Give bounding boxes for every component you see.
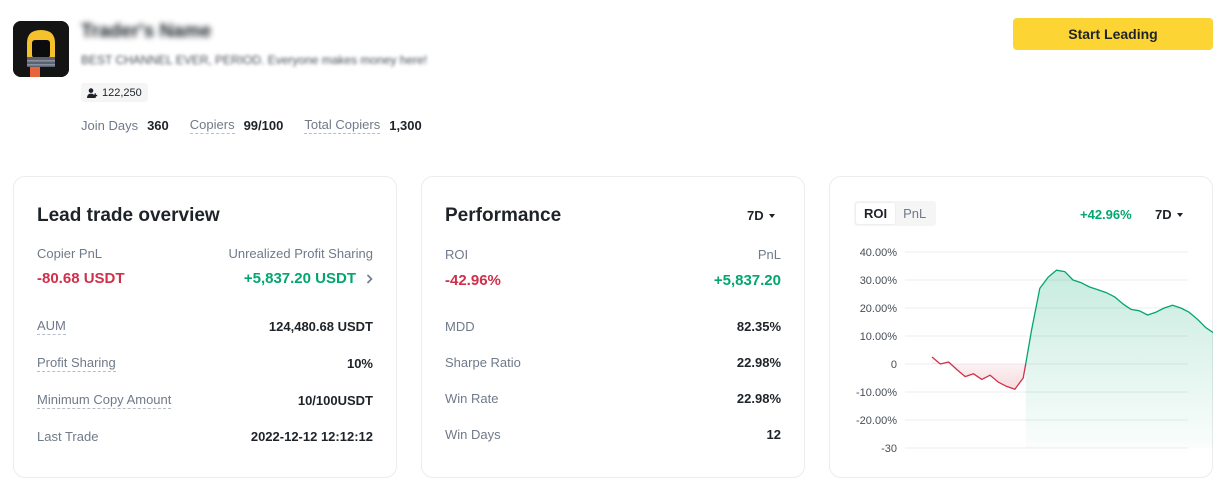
sharpe-ratio-label: Sharpe Ratio bbox=[445, 355, 521, 370]
total-copiers-value: 1,300 bbox=[389, 118, 422, 133]
chart-headline-roi: +42.96% bbox=[1080, 207, 1132, 222]
users-icon bbox=[87, 87, 98, 98]
lead-trade-overview-card: Lead trade overview Copier PnL Unrealize… bbox=[13, 176, 397, 478]
y-tick-label: -10.00% bbox=[856, 387, 897, 399]
mdd-label: MDD bbox=[445, 319, 475, 334]
unrealized-profit-sharing-label: Unrealized Profit Sharing bbox=[228, 246, 373, 261]
tab-roi[interactable]: ROI bbox=[856, 203, 896, 224]
total-copiers-label[interactable]: Total Copiers bbox=[304, 117, 381, 134]
roi-line-chart: 40.00% 30.00% 20.00% 10.00% 0 -10.00% -20.00% -… bbox=[856, 247, 1213, 455]
win-days-row: Win Days 12 bbox=[445, 427, 781, 442]
start-leading-button[interactable]: Start Leading bbox=[1013, 18, 1213, 50]
roi-label: ROI bbox=[445, 247, 469, 262]
mdd-row: MDD 82.35% bbox=[445, 319, 781, 334]
win-days-value: 12 bbox=[766, 427, 781, 442]
chart-period-value: 7D bbox=[1155, 207, 1172, 222]
copiers-label[interactable]: Copiers bbox=[189, 117, 235, 134]
pnl-values-row: -80.68 USDT +5,837.20 USDT bbox=[37, 270, 373, 287]
mdd-value: 82.35% bbox=[736, 319, 781, 334]
follower-count: 122,250 bbox=[102, 86, 142, 99]
join-days-label: Join Days bbox=[81, 118, 139, 133]
roi-pnl-values-row: -42.96% +5,837.20 bbox=[445, 272, 781, 289]
join-days-value: 360 bbox=[147, 118, 169, 133]
roi-line-positive bbox=[1025, 269, 1213, 365]
roi-line-negative bbox=[931, 356, 1027, 390]
win-days-label: Win Days bbox=[445, 427, 501, 442]
win-rate-value: 22.98% bbox=[736, 391, 781, 406]
roi-pnl-labels-row: ROI PnL bbox=[445, 247, 781, 262]
y-tick-label: 30.00% bbox=[860, 275, 898, 287]
minimum-copy-amount-value: 10/100USDT bbox=[297, 393, 373, 408]
copiers-value: 99/100 bbox=[243, 118, 284, 133]
aum-value: 124,480.68 USDT bbox=[268, 319, 373, 334]
roi-value: -42.96% bbox=[445, 272, 501, 289]
last-trade-label: Last Trade bbox=[37, 429, 99, 444]
copier-pnl-label: Copier PnL bbox=[37, 246, 103, 261]
unrealized-profit-sharing-value: +5,837.20 USDT bbox=[243, 270, 356, 287]
overview-title: Lead trade overview bbox=[37, 205, 220, 226]
roi-chart-card: ROI PnL +42.96% 7D 40.00% 30.00% 20.00% 10.… bbox=[829, 176, 1213, 478]
performance-card: Performance 7D ROI PnL -42.96% +5,837.20… bbox=[421, 176, 805, 478]
sharpe-ratio-row: Sharpe Ratio 22.98% bbox=[445, 355, 781, 370]
minimum-copy-amount-row: Minimum Copy Amount 10/100USDT bbox=[37, 392, 373, 409]
trader-bio: BEST CHANNEL EVER, PERIOD. Everyone make… bbox=[81, 53, 428, 67]
trader-name: Trader's Name bbox=[81, 21, 212, 42]
last-trade-row: Last Trade 2022-12-12 12:12:12 bbox=[37, 429, 373, 444]
pnl-value: +5,837.20 bbox=[713, 272, 781, 289]
unrealized-profit-link[interactable]: +5,837.20 USDT bbox=[244, 270, 373, 287]
last-trade-value: 2022-12-12 12:12:12 bbox=[250, 429, 373, 444]
y-tick-label: -20.00% bbox=[856, 415, 897, 427]
minimum-copy-amount-label[interactable]: Minimum Copy Amount bbox=[37, 392, 172, 409]
roi-pnl-toggle: ROI PnL bbox=[854, 201, 937, 226]
chart-period-dropdown[interactable]: 7D bbox=[1155, 207, 1183, 222]
trader-avatar bbox=[13, 21, 69, 77]
profit-sharing-row: Profit Sharing 10% bbox=[37, 355, 373, 372]
y-tick-label: 40.00% bbox=[860, 247, 898, 259]
trader-stats: Join Days 360 Copiers 99/100 Total Copie… bbox=[81, 117, 443, 134]
performance-title: Performance bbox=[445, 205, 562, 226]
positive-roi-area bbox=[1025, 270, 1213, 448]
caret-down-icon bbox=[1176, 212, 1183, 217]
y-tick-label: -30 bbox=[881, 443, 897, 455]
astronaut-avatar-icon bbox=[13, 21, 69, 77]
negative-roi-area bbox=[932, 357, 1026, 390]
pnl-label: PnL bbox=[757, 247, 781, 262]
sharpe-ratio-value: 22.98% bbox=[736, 355, 781, 370]
follower-count-badge: 122,250 bbox=[81, 83, 148, 102]
performance-period-dropdown[interactable]: 7D bbox=[747, 208, 775, 223]
profit-sharing-value: 10% bbox=[346, 356, 373, 371]
chevron-right-icon bbox=[366, 273, 373, 284]
tab-pnl[interactable]: PnL bbox=[903, 206, 927, 221]
y-tick-label: 20.00% bbox=[860, 303, 898, 315]
aum-row: AUM 124,480.68 USDT bbox=[37, 318, 373, 335]
win-rate-label: Win Rate bbox=[445, 391, 499, 406]
aum-label[interactable]: AUM bbox=[37, 318, 66, 335]
caret-down-icon bbox=[768, 213, 775, 218]
win-rate-row: Win Rate 22.98% bbox=[445, 391, 781, 406]
y-tick-label: 0 bbox=[891, 359, 897, 371]
performance-period-value: 7D bbox=[747, 208, 764, 223]
copier-pnl-value: -80.68 USDT bbox=[37, 270, 125, 287]
profit-sharing-label[interactable]: Profit Sharing bbox=[37, 355, 116, 372]
pnl-labels-row: Copier PnL Unrealized Profit Sharing bbox=[37, 246, 373, 261]
y-tick-label: 10.00% bbox=[860, 331, 898, 343]
